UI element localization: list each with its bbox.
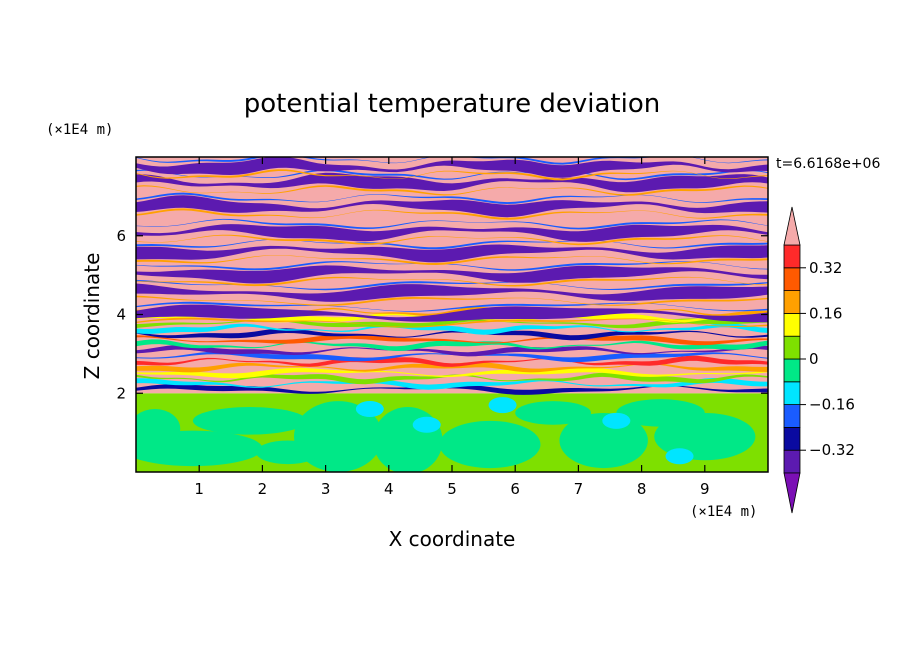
x-tick-label: 2 — [258, 480, 268, 498]
field-blob — [616, 399, 705, 427]
field-blob — [412, 416, 441, 433]
field-streak — [136, 224, 768, 242]
field-streak — [136, 301, 768, 312]
colorbar-tick-label: −0.16 — [809, 396, 855, 414]
colorbar-bin — [783, 426, 801, 451]
field-streak — [136, 208, 768, 220]
colorbar-tick-label: 0.32 — [809, 259, 842, 277]
colorbar-bin — [783, 244, 801, 269]
field-streak — [136, 355, 768, 367]
field-blob — [355, 401, 384, 417]
y-axis-label: Z coordinate — [80, 253, 104, 380]
colorbar-bin — [783, 312, 801, 337]
field-streak — [136, 384, 768, 395]
field-streak — [136, 306, 768, 318]
y-tick-label: 6 — [116, 227, 126, 245]
field-blob — [439, 420, 541, 469]
colorbar-bin — [783, 404, 801, 428]
x-tick-label: 9 — [700, 480, 710, 498]
field-streak — [136, 362, 768, 373]
colorbar-bin — [783, 335, 801, 360]
field-streak — [136, 192, 768, 204]
field-streak — [136, 304, 768, 323]
field-streak — [136, 333, 768, 346]
field-streak — [136, 317, 768, 328]
field-streak — [136, 261, 768, 271]
field-streak — [136, 169, 768, 181]
field-streak — [136, 283, 768, 302]
x-tick-label: 3 — [321, 480, 331, 498]
field-blob — [192, 407, 307, 435]
x-tick-label: 7 — [574, 480, 584, 498]
colorbar-bin — [783, 449, 801, 474]
x-tick-label: 8 — [637, 480, 647, 498]
field-streak — [136, 157, 768, 178]
x-unit-label: (×1E4 m) — [690, 504, 757, 520]
y-unit-label: (×1E4 m) — [46, 122, 113, 138]
field-streak — [136, 234, 768, 246]
x-axis: 1 2 3 4 5 6 7 8 9 — [194, 157, 710, 498]
colorbar-bin — [783, 290, 801, 314]
colorbar: 0.32 0.16 0 −0.16 −0.32 — [783, 206, 855, 514]
field-streak — [136, 276, 768, 287]
colorbar-tick-label: 0.16 — [809, 304, 842, 322]
plot-area — [136, 157, 768, 472]
field-streak — [136, 372, 768, 385]
x-axis-label: X coordinate — [389, 527, 516, 551]
field-blob — [515, 401, 592, 425]
field-blob — [559, 412, 648, 469]
colorbar-bin — [783, 358, 801, 383]
field-streak — [136, 351, 768, 363]
field-blob — [256, 440, 320, 465]
colorbar-tick-label: −0.32 — [809, 441, 855, 459]
field-streak — [136, 185, 768, 196]
field-streak — [136, 323, 768, 335]
field-streak — [136, 218, 768, 230]
field-blob — [665, 448, 694, 465]
field-streak — [136, 344, 768, 357]
colorbar-bin — [783, 267, 801, 291]
time-label: t=6.6168e+06 — [776, 156, 880, 172]
colorbar-extend-top — [783, 206, 801, 246]
y-tick-label: 4 — [116, 306, 126, 324]
field-streak — [136, 295, 768, 306]
x-tick-label: 5 — [447, 480, 457, 498]
field-streak — [136, 172, 768, 193]
field-blob — [602, 412, 631, 429]
colorbar-tick-label: 0 — [809, 350, 819, 368]
field-streak — [136, 244, 768, 263]
field-streak — [136, 279, 768, 291]
colorbar-extend-bottom — [783, 472, 801, 514]
field-streak — [136, 255, 768, 265]
field-blob — [373, 407, 443, 472]
field-streak — [136, 328, 768, 341]
field-streak — [136, 265, 768, 284]
field-blob — [488, 397, 517, 414]
colorbar-bin — [783, 381, 801, 405]
field-streak — [136, 367, 768, 379]
x-tick-label: 1 — [194, 480, 204, 498]
field-streak — [136, 378, 768, 390]
field-blob — [136, 409, 181, 449]
field-streak — [136, 195, 768, 218]
y-axis: 2 4 6 — [116, 227, 768, 402]
x-tick-label: 4 — [384, 480, 394, 498]
chart-title: potential temperature deviation — [244, 89, 660, 119]
field-streak — [136, 169, 768, 181]
y-tick-label: 2 — [116, 384, 126, 402]
x-tick-label: 6 — [510, 480, 520, 498]
